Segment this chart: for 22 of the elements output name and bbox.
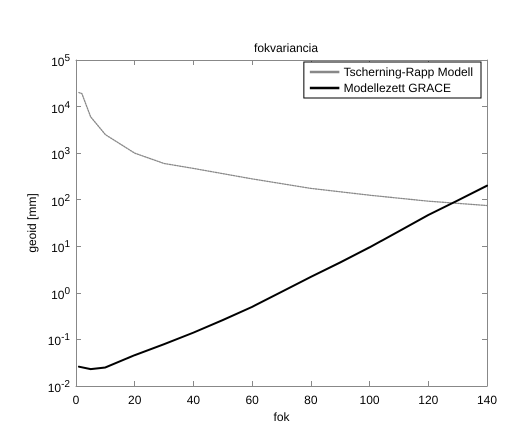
y-tick-label: 10$^{3}$ xyxy=(51,145,70,164)
y-tick-label: 10$^{2}$ xyxy=(51,192,70,210)
x-tick-label: 140 xyxy=(476,393,498,407)
line-series xyxy=(78,184,488,370)
x-tick-label: 0 xyxy=(72,393,80,407)
legend-label: Tscherning-Rapp Modell xyxy=(344,65,474,79)
y-tick-label: 10$^{5}$ xyxy=(51,52,70,70)
y-tick-label: 10$^{-1}$ xyxy=(48,331,70,350)
x-tick-label: 40 xyxy=(186,393,200,407)
x-tick-label: 120 xyxy=(418,393,439,407)
y-tick-label: 10$^{1}$ xyxy=(51,238,70,256)
y-tick-label: 10$^{-2}$ xyxy=(48,378,70,396)
y-tick-label: 10$^{0}$ xyxy=(51,284,70,303)
x-tick-label: 20 xyxy=(128,393,142,407)
legend-label: Modellezett GRACE xyxy=(344,81,451,95)
y-tick-label: 10$^{4}$ xyxy=(51,98,70,117)
x-tick-label: 100 xyxy=(360,393,380,407)
chart-title: fokvariancia xyxy=(254,41,318,55)
x-tick-label: 80 xyxy=(304,393,318,407)
x-tick-label: 60 xyxy=(245,393,260,407)
y-axis-title: geoid [mm] xyxy=(25,193,39,253)
x-axis-title: fok xyxy=(273,410,290,424)
